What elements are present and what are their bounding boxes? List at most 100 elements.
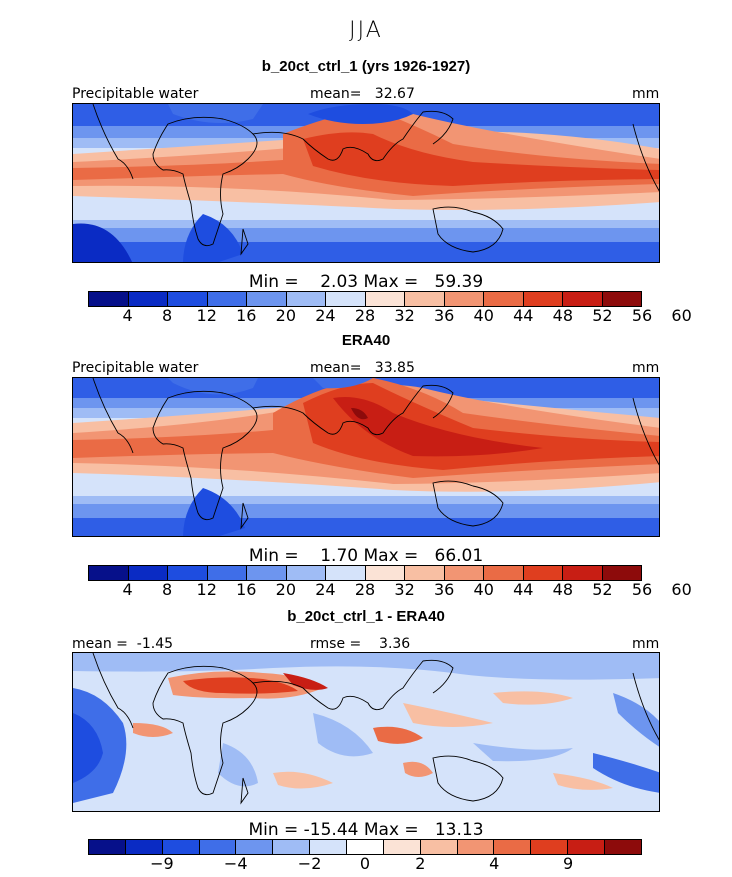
colorbar-tick-label: 52 — [592, 306, 613, 325]
colorbar-cell — [444, 292, 484, 306]
colorbar-cell — [405, 292, 445, 306]
colorbar-tick-label: 16 — [236, 306, 257, 325]
colorbar-tick-label: 56 — [631, 306, 653, 325]
colorbar-tick-label: 32 — [394, 580, 415, 599]
colorbar-tick-label: −2 — [297, 854, 322, 873]
colorbar-tick-label: 36 — [433, 580, 455, 599]
panel-3-colorbar-ticks: −9 −4 −2 0 2 4 9 — [88, 854, 642, 873]
colorbar-cell — [247, 566, 287, 580]
season-label: JJA — [349, 18, 383, 43]
colorbar-cell — [347, 840, 384, 854]
colorbar-tick-label: 40 — [473, 306, 494, 325]
colorbar-cell — [605, 840, 641, 854]
colorbar-cell — [563, 292, 603, 306]
colorbar-cell — [236, 840, 274, 854]
colorbar-cell — [168, 566, 208, 580]
panel-1-colorbar-ticks: 4 8 12 16 20 24 28 32 36 40 44 48 52 56 60 — [88, 306, 691, 325]
colorbar-cell — [457, 840, 495, 854]
panel-3-units-label: mm — [632, 636, 660, 652]
colorbar-tick-label: 20 — [275, 580, 297, 599]
colorbar-cell — [563, 566, 603, 580]
colorbar-cell — [128, 566, 168, 580]
colorbar-cell — [494, 840, 532, 854]
colorbar-tick-label: 4 — [122, 580, 133, 599]
colorbar-cell — [125, 840, 163, 854]
colorbar-cell — [326, 566, 366, 580]
colorbar-tick-label: 12 — [196, 580, 217, 599]
panel-2-units-label: mm — [632, 360, 660, 376]
colorbar-tick-label: 20 — [275, 306, 297, 325]
colorbar-tick-label: 4 — [489, 854, 500, 873]
panel-1-mean-label: mean= 32.67 — [310, 86, 415, 102]
colorbar-cell — [484, 292, 524, 306]
colorbar-tick-label: 0 — [359, 854, 371, 873]
colorbar-tick-label: 8 — [162, 306, 173, 325]
panel-1-title: b_20ct_ctrl_1 (yrs 1926-1927) — [261, 58, 471, 75]
colorbar-cell — [247, 292, 287, 306]
colorbar-tick-label: 44 — [513, 580, 534, 599]
colorbar-tick-label: 9 — [563, 854, 574, 873]
colorbar-cell — [365, 292, 405, 306]
colorbar-tick-label: 52 — [592, 580, 613, 599]
colorbar-tick-label: 60 — [671, 580, 692, 599]
colorbar-cell — [207, 566, 247, 580]
colorbar-cell — [444, 566, 484, 580]
colorbar-tick-label: 8 — [162, 580, 173, 599]
colorbar-tick-label: 32 — [394, 306, 415, 325]
panel-3-map — [72, 652, 660, 812]
colorbar-tick-label: 28 — [354, 580, 376, 599]
panel-3-colorbar — [88, 839, 642, 855]
panel-2-mean-label: mean= 33.85 — [310, 360, 415, 376]
colorbar-cell — [326, 292, 366, 306]
colorbar-cell — [310, 840, 348, 854]
colorbar-tick-label: 60 — [671, 306, 692, 325]
panel-3-minmax: Min = -15.44 Max = 13.13 — [248, 820, 484, 840]
colorbar-tick-label: 40 — [473, 580, 494, 599]
panel-2-variable-label: Precipitable water — [72, 360, 199, 376]
colorbar-cell — [273, 840, 311, 854]
colorbar-cell — [531, 840, 569, 854]
panel-3-title: b_20ct_ctrl_1 - ERA40 — [287, 608, 445, 625]
panel-1-units-label: mm — [632, 86, 660, 102]
panel-3-mean-label: mean = -1.45 — [72, 636, 174, 652]
colorbar-cell — [420, 840, 458, 854]
panel-2-map — [72, 377, 660, 537]
panel-3-rmse-label: rmse = 3.36 — [310, 636, 411, 652]
panel-2-colorbar-ticks: 4 8 12 16 20 24 28 32 36 40 44 48 52 56 60 — [88, 580, 691, 599]
colorbar-tick-label: 24 — [315, 306, 336, 325]
colorbar-tick-label: 16 — [236, 580, 257, 599]
colorbar-tick-label: 4 — [122, 306, 133, 325]
colorbar-cell — [383, 840, 421, 854]
colorbar-tick-label: 24 — [315, 580, 336, 599]
colorbar-tick-label: 36 — [433, 306, 455, 325]
colorbar-cell — [89, 566, 129, 580]
colorbar-cell — [568, 840, 606, 854]
panel-2-title: ERA40 — [341, 332, 391, 349]
panel-1-map — [72, 103, 660, 263]
panel-2-minmax: Min = 1.70 Max = 66.01 — [248, 546, 484, 566]
colorbar-cell — [286, 292, 326, 306]
colorbar-tick-label: 56 — [631, 580, 653, 599]
colorbar-cell — [168, 292, 208, 306]
colorbar-tick-label: −4 — [223, 854, 248, 873]
colorbar-tick-label: 48 — [552, 306, 574, 325]
panel-2-colorbar — [88, 565, 642, 581]
panel-1-colorbar — [88, 291, 642, 307]
panel-1-minmax: Min = 2.03 Max = 59.39 — [248, 272, 484, 292]
colorbar-tick-label: 44 — [513, 306, 534, 325]
colorbar-tick-label: −9 — [150, 854, 174, 873]
colorbar-cell — [484, 566, 524, 580]
colorbar-cell — [365, 566, 405, 580]
colorbar-cell — [602, 292, 641, 306]
colorbar-cell — [89, 840, 126, 854]
colorbar-tick-label: 12 — [196, 306, 217, 325]
colorbar-cell — [162, 840, 200, 854]
colorbar-cell — [405, 566, 445, 580]
colorbar-cell — [128, 292, 168, 306]
colorbar-cell — [286, 566, 326, 580]
colorbar-cell — [523, 566, 563, 580]
colorbar-tick-label: 48 — [552, 580, 574, 599]
colorbar-tick-label: 28 — [354, 306, 376, 325]
colorbar-cell — [602, 566, 641, 580]
colorbar-tick-label: 2 — [415, 854, 426, 873]
